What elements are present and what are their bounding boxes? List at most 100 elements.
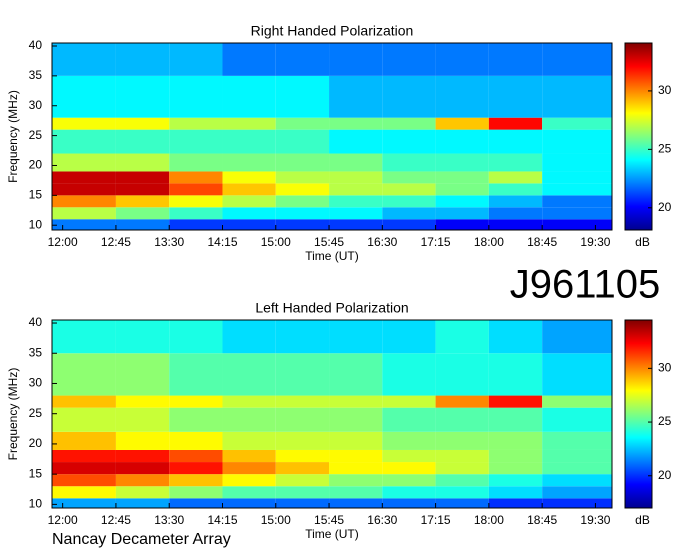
heatmap-cell: [169, 75, 223, 118]
heatmap-cell: [382, 395, 436, 408]
page-title: J961105: [510, 263, 661, 307]
heatmap-cell: [329, 117, 383, 130]
x-tick-label: 12:00: [48, 235, 78, 249]
heatmap-cell: [275, 153, 330, 172]
heatmap-cell: [382, 353, 436, 396]
heatmap-cell: [115, 129, 170, 154]
y-tick-label: 25: [29, 406, 43, 420]
heatmap-cell: [52, 153, 116, 172]
heatmap-cell: [115, 486, 170, 499]
y-tick-label: 40: [29, 315, 43, 329]
heatmap-cell: [542, 395, 612, 408]
x-tick-label: 15:45: [314, 513, 344, 527]
heatmap-cell: [435, 395, 489, 408]
heatmap-cell: [542, 75, 612, 118]
heatmap-cell: [329, 129, 383, 154]
heatmap-cell: [435, 462, 489, 475]
heatmap-cell: [542, 474, 612, 487]
heatmap-cell: [435, 195, 489, 208]
heatmap-cell: [115, 75, 170, 118]
colorbar-tick-label: 25: [658, 142, 672, 156]
heatmap-cell: [275, 207, 330, 220]
heatmap-cell: [382, 449, 436, 463]
heatmap-cell: [275, 353, 330, 396]
heatmap-cell: [488, 395, 543, 408]
heatmap-cell: [222, 75, 276, 118]
heatmap-cell: [115, 43, 170, 76]
heatmap-cell: [115, 153, 170, 172]
heatmap-cell: [275, 462, 330, 475]
heatmap-cell: [382, 153, 436, 172]
heatmap-cell: [222, 431, 276, 450]
y-tick-label: 15: [29, 466, 43, 480]
heatmap-cell: [115, 431, 170, 450]
heatmap-cell: [169, 407, 223, 432]
colorbar-label: dB: [635, 235, 650, 249]
heatmap-cell: [488, 117, 543, 130]
heatmap-cell: [329, 486, 383, 499]
colorbar: [624, 319, 653, 509]
heatmap-cell: [382, 462, 436, 475]
heatmap-cell: [169, 474, 223, 487]
heatmap-cell: [115, 207, 170, 220]
heatmap-cell: [115, 195, 170, 208]
heatmap-cell: [169, 449, 223, 463]
x-tick-label: 15:00: [261, 513, 291, 527]
x-tick-label: 16:30: [367, 513, 397, 527]
heatmap-cell: [382, 117, 436, 130]
heatmap-cell: [329, 75, 383, 118]
heatmap-cell: [329, 395, 383, 408]
heatmap-cell: [435, 117, 489, 130]
heatmap-cell: [275, 75, 330, 118]
heatmap-cell: [52, 219, 116, 230]
heatmap-cell: [115, 449, 170, 463]
heatmap-cell: [275, 395, 330, 408]
heatmap-cell: [169, 117, 223, 130]
heatmap-cell: [329, 462, 383, 475]
heatmap-cell: [169, 353, 223, 396]
heatmap-cell: [329, 431, 383, 450]
heatmap-cell: [488, 462, 543, 475]
heatmap-cell: [222, 486, 276, 499]
heatmap-cell: [382, 183, 436, 196]
heatmap-cell: [542, 431, 612, 450]
heatmap-cell: [222, 171, 276, 184]
heatmap-cell: [542, 486, 612, 499]
heatmap-cell: [435, 449, 489, 463]
heatmap-cell: [435, 153, 489, 172]
heatmap-cell: [222, 353, 276, 396]
heatmap-cell: [169, 498, 223, 508]
heatmap-cell: [542, 171, 612, 184]
heatmap-cell: [542, 320, 612, 354]
heatmap-cell: [52, 353, 116, 396]
heatmap-cell: [222, 129, 276, 154]
heatmap-cell: [275, 219, 330, 230]
heatmap-cell: [222, 153, 276, 172]
heatmap-cell: [329, 219, 383, 230]
heatmap-cell: [275, 117, 330, 130]
heatmap-cell: [329, 43, 383, 76]
heatmap-cell: [275, 43, 330, 76]
heatmap-cell: [488, 183, 543, 196]
heatmap-cell: [52, 171, 116, 184]
heatmap-cell: [435, 407, 489, 432]
heatmap-cell: [542, 449, 612, 463]
heatmap-cell: [275, 431, 330, 450]
heatmap-cell: [382, 171, 436, 184]
heatmap-cell: [52, 498, 116, 508]
heatmap-cell: [169, 462, 223, 475]
x-tick-label: 17:15: [421, 235, 451, 249]
heatmap-cell: [115, 407, 170, 432]
x-tick-label: 12:45: [101, 235, 131, 249]
heatmap-cell: [222, 183, 276, 196]
heatmap-cell: [542, 219, 612, 230]
heatmap-cell: [488, 449, 543, 463]
colorbar: [624, 42, 653, 231]
heatmap-cell: [275, 449, 330, 463]
heatmap-cell: [52, 195, 116, 208]
heatmap-cell: [329, 183, 383, 196]
heatmap-cell: [169, 195, 223, 208]
colorbar-tick-label: 30: [658, 361, 672, 375]
y-tick-label: 30: [29, 98, 43, 112]
